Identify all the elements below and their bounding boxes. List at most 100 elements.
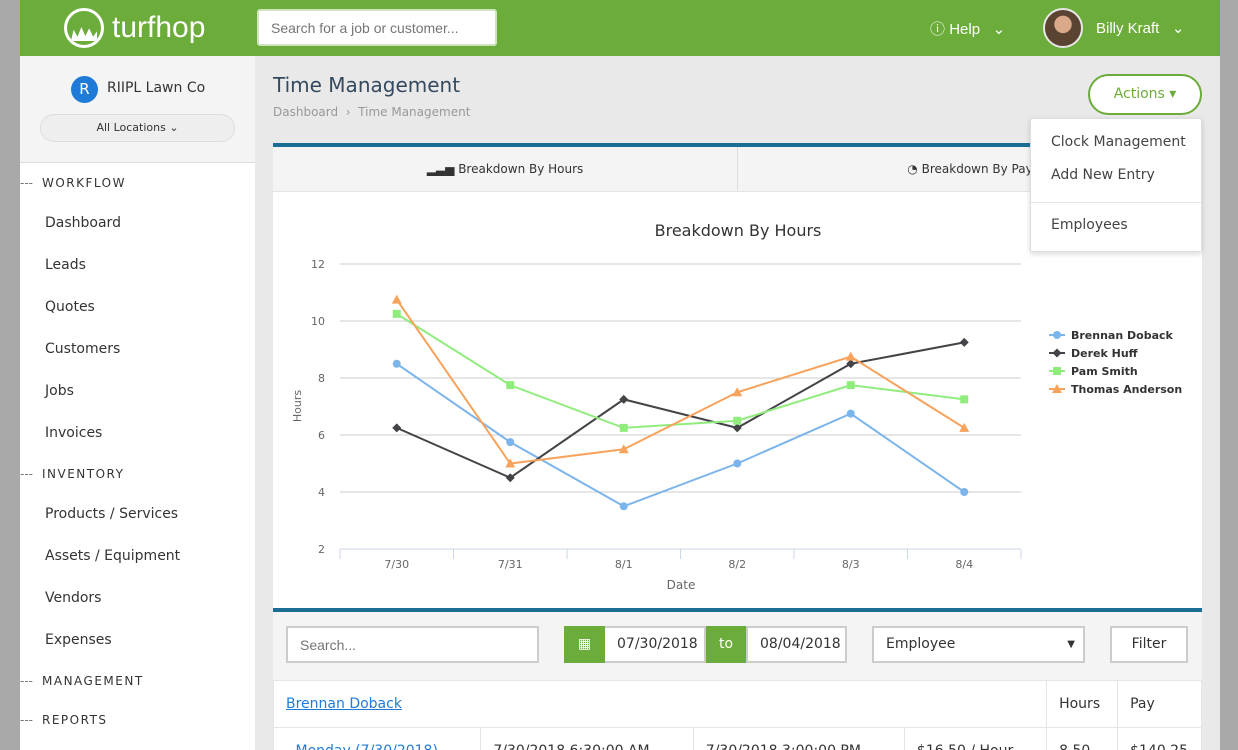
main-content: Time Management Dashboard › Time Managem… xyxy=(255,56,1220,750)
employee-select-value: Employee xyxy=(886,636,956,652)
hours-header: Hours xyxy=(1046,680,1119,728)
data-point xyxy=(619,423,628,432)
data-point xyxy=(392,309,401,318)
nav-section-management[interactable]: MANAGEMENT xyxy=(20,674,144,688)
nav-section-reports[interactable]: REPORTS xyxy=(20,713,108,727)
table-row: - Monday (7/30/2018) 7/30/2018 6:30:00 AM… xyxy=(272,727,1202,750)
x-tick-label: 8/3 xyxy=(842,558,860,571)
employee-select[interactable]: Employee ▼ xyxy=(872,626,1085,663)
logo[interactable]: turfhop xyxy=(64,8,205,48)
avatar xyxy=(1043,8,1083,48)
nav-section-inventory[interactable]: INVENTORY xyxy=(20,467,124,481)
org-panel: R RIIPL Lawn Co All Locations ⌄ xyxy=(20,56,255,163)
legend-item[interactable]: Brennan Doback xyxy=(1071,329,1174,342)
data-point xyxy=(392,423,402,433)
sidebar-item-dashboard[interactable]: Dashboard xyxy=(45,215,121,231)
chevron-down-icon: ⌄ xyxy=(1171,20,1185,37)
tab-label: Breakdown By Pay xyxy=(921,162,1033,176)
help-icon: ⓘ xyxy=(930,21,946,38)
chevron-down-icon: ⌄ xyxy=(992,21,1006,38)
hours-line-chart: Breakdown By Hours 2 4 6 8 10 12 7/30 7/31 8/1 8/2… xyxy=(291,221,1182,592)
legend-item[interactable]: Pam Smith xyxy=(1071,365,1138,378)
tab-breakdown-by-hours[interactable]: ▂▃▅ Breakdown By Hours xyxy=(273,147,737,191)
data-point xyxy=(959,422,970,432)
data-point xyxy=(733,416,742,425)
breadcrumb: Dashboard › Time Management xyxy=(273,105,471,119)
sidebar-item-leads[interactable]: Leads xyxy=(45,257,86,273)
tab-breakdown-by-pay[interactable]: ◔ Breakdown By Pay xyxy=(737,147,1202,191)
data-point xyxy=(846,359,856,369)
user-menu[interactable]: Billy Kraft ⌄ xyxy=(1043,8,1184,48)
data-point xyxy=(846,381,855,390)
location-label: All Locations xyxy=(96,121,166,134)
y-tick-label: 4 xyxy=(318,486,325,499)
data-point xyxy=(619,502,628,511)
data-point xyxy=(960,488,969,496)
sidebar-item-jobs[interactable]: Jobs xyxy=(45,383,74,399)
x-tick-label: 8/4 xyxy=(955,558,973,571)
menu-item-clock-management[interactable]: Clock Management xyxy=(1051,134,1186,150)
cell-hours: 8.50 xyxy=(1046,727,1119,750)
breadcrumb-current: Time Management xyxy=(358,105,471,119)
menu-divider xyxy=(1031,202,1201,203)
series-line-1 xyxy=(396,341,965,479)
data-point xyxy=(506,381,515,390)
day-link[interactable]: - Monday (7/30/2018) xyxy=(286,743,438,750)
pay-header: Pay xyxy=(1117,680,1202,728)
breadcrumb-dashboard[interactable]: Dashboard xyxy=(273,105,339,119)
cell-rate: $16.50 / Hour xyxy=(903,727,1048,750)
data-point xyxy=(846,409,855,418)
nav-section-workflow[interactable]: WORKFLOW xyxy=(20,176,126,190)
legend-marker xyxy=(1053,367,1061,375)
sidebar-item-vendors[interactable]: Vendors xyxy=(45,590,102,606)
cell-day: - Monday (7/30/2018) xyxy=(272,727,482,750)
cell-in: 7/30/2018 6:30:00 AM xyxy=(480,727,694,750)
to-label: to xyxy=(706,626,746,663)
actions-button[interactable]: Actions ▾ xyxy=(1088,74,1202,115)
sidebar-item-customers[interactable]: Customers xyxy=(45,341,121,357)
employee-link[interactable]: Brennan Doback xyxy=(286,696,402,712)
help-label: Help xyxy=(949,21,981,38)
x-axis-title: Date xyxy=(667,578,696,592)
y-tick-label: 2 xyxy=(318,543,325,556)
date-from-input[interactable]: 07/30/2018 xyxy=(605,626,706,663)
data-point xyxy=(391,294,402,304)
data-point xyxy=(618,444,629,454)
data-point xyxy=(733,459,742,468)
menu-item-add-new-entry[interactable]: Add New Entry xyxy=(1051,167,1155,183)
legend-marker xyxy=(1052,348,1062,358)
location-selector[interactable]: All Locations ⌄ xyxy=(40,114,235,142)
filter-button[interactable]: Filter xyxy=(1110,626,1188,663)
sidebar-item-expenses[interactable]: Expenses xyxy=(45,632,112,648)
y-tick-label: 8 xyxy=(318,372,325,385)
date-to-input[interactable]: 08/04/2018 xyxy=(746,626,847,663)
sidebar-item-products-services[interactable]: Products / Services xyxy=(45,506,179,522)
y-tick-label: 10 xyxy=(311,315,325,328)
legend-item[interactable]: Thomas Anderson xyxy=(1071,383,1182,396)
calendar-icon[interactable]: ▦ xyxy=(564,626,605,663)
menu-item-employees[interactable]: Employees xyxy=(1051,217,1128,233)
brand-name: turfhop xyxy=(112,11,206,44)
entry-search-input[interactable] xyxy=(286,626,539,663)
sidebar-item-quotes[interactable]: Quotes xyxy=(45,299,95,315)
bar-chart-icon: ▂▃▅ xyxy=(426,162,455,176)
caret-down-icon: ▼ xyxy=(1067,639,1075,650)
employee-header-row: Brennan Doback Hours Pay xyxy=(272,680,1202,728)
y-tick-label: 6 xyxy=(318,429,325,442)
actions-dropdown: Clock Management Add New Entry Employees xyxy=(1030,118,1202,252)
sidebar-item-invoices[interactable]: Invoices xyxy=(45,425,103,441)
page-title: Time Management xyxy=(273,73,461,97)
cell-pay: $140.25 xyxy=(1117,727,1202,750)
tab-label: Breakdown By Hours xyxy=(458,162,584,176)
x-tick-label: 8/1 xyxy=(615,558,633,571)
data-point xyxy=(959,337,969,347)
global-search-input[interactable] xyxy=(257,9,497,46)
app: turfhop ⓘ Help ⌄ Billy Kraft ⌄ R RIIPL L… xyxy=(20,0,1220,750)
data-point xyxy=(732,423,742,433)
legend-item[interactable]: Derek Huff xyxy=(1071,347,1138,360)
legend-marker xyxy=(1052,384,1062,393)
help-menu[interactable]: ⓘ Help ⌄ xyxy=(930,18,1005,39)
sidebar-item-assets-equipment[interactable]: Assets / Equipment xyxy=(45,548,181,564)
user-name: Billy Kraft xyxy=(1096,19,1160,37)
